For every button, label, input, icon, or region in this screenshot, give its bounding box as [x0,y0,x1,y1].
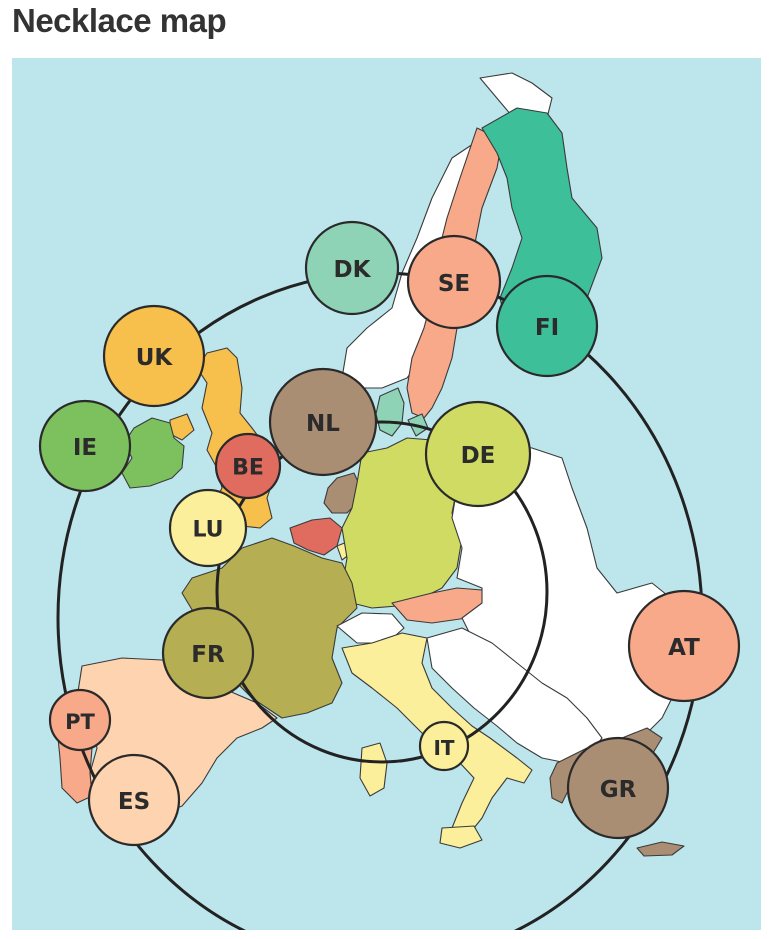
page-title: Necklace map [12,2,227,39]
bead-label-fi: FI [535,315,559,341]
bead-label-gr: GR [600,777,637,803]
bead-lu[interactable]: LU [168,488,248,568]
bead-pt[interactable]: PT [48,688,112,752]
country-it-sardinia [359,742,388,797]
bead-label-pt: PT [65,710,95,734]
country-ie [121,417,185,489]
bead-label-fr: FR [191,642,225,668]
country-it-sicily [439,825,483,849]
bead-label-uk: UK [136,345,174,371]
country-nl [323,472,361,514]
bead-se[interactable]: SE [406,234,502,330]
bead-label-es: ES [118,789,150,815]
land [56,72,693,857]
country-gr-crete [636,841,685,857]
bead-label-de: DE [461,443,496,469]
bead-gr[interactable]: GR [566,736,670,840]
bead-label-nl: NL [306,411,340,437]
bead-fr[interactable]: FR [161,606,255,700]
bead-dk[interactable]: DK [304,220,400,316]
bead-uk[interactable]: UK [102,304,206,408]
bead-label-be: BE [232,456,264,481]
bead-be[interactable]: BE [214,432,282,500]
bead-at[interactable]: AT [627,589,741,703]
bead-ie[interactable]: IE [38,399,132,493]
bead-label-ie: IE [73,435,97,461]
bead-label-it: IT [433,736,454,760]
bead-nl[interactable]: NL [268,367,378,477]
country-ch [336,612,405,644]
bead-label-lu: LU [192,518,223,543]
necklace-beads: DK SE FI UK IE NL BE DE [38,220,741,847]
bead-label-at: AT [668,635,700,661]
bead-label-se: SE [438,271,470,297]
bead-es[interactable]: ES [87,753,181,847]
country-fr [181,537,358,719]
bead-fi[interactable]: FI [495,274,599,378]
map-canvas: DK SE FI UK IE NL BE DE [12,58,761,930]
inner-necklace-ring [215,420,549,764]
bead-label-dk: DK [334,257,372,283]
bead-it[interactable]: IT [418,720,470,772]
bead-de[interactable]: DE [424,400,532,508]
necklace-map: DK SE FI UK IE NL BE DE [12,58,761,930]
